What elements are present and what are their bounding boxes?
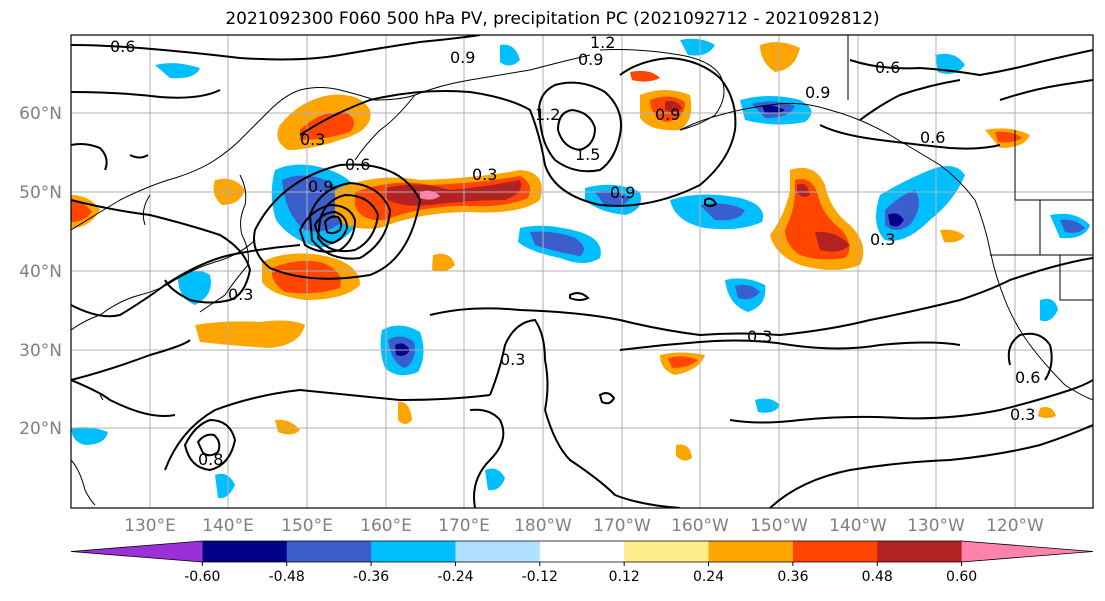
lon-label: 170°W bbox=[593, 516, 651, 536]
colorbar-label: 0.60 bbox=[946, 569, 977, 585]
colorbar-label: 0.12 bbox=[609, 569, 640, 585]
colorbar-label: -0.36 bbox=[353, 569, 389, 585]
contour-label: 1.2 bbox=[590, 33, 615, 52]
lat-label: 30°N bbox=[19, 341, 62, 361]
contour-label: 0.6 bbox=[110, 37, 135, 56]
colorbar: -0.60 -0.48 -0.36 -0.24 -0.12 0.12 0.24 0.36 0.4… bbox=[70, 540, 1094, 585]
lon-label: 160°E bbox=[360, 516, 412, 536]
contour-label: 0.9 bbox=[308, 177, 333, 196]
latitude-labels: 60°N 50°N 40°N 30°N 20°N bbox=[19, 104, 62, 439]
colorbar-swatch bbox=[624, 541, 710, 562]
colorbar-extend-min bbox=[71, 541, 203, 562]
contour-label: 0.3 bbox=[500, 350, 525, 369]
lat-label: 40°N bbox=[19, 262, 62, 282]
lat-label: 20°N bbox=[19, 419, 62, 439]
contour-label: 0.3 bbox=[747, 327, 772, 346]
longitude-labels: 130°E 140°E 150°E 160°E 170°E 180°W 170°… bbox=[124, 516, 1044, 536]
lon-label: 150°W bbox=[750, 516, 808, 536]
contour-label: 0.9 bbox=[805, 83, 830, 102]
contour-label: 0.6 bbox=[875, 58, 900, 77]
colorbar-extend-max bbox=[961, 541, 1093, 562]
contour-label: 1.5 bbox=[575, 145, 600, 164]
contour-label: 0.6 bbox=[1015, 368, 1040, 387]
contour-label: 0.3 bbox=[870, 230, 895, 249]
contour-label: 0.3 bbox=[472, 165, 497, 184]
lon-label: 150°E bbox=[281, 516, 333, 536]
lon-label: 160°W bbox=[671, 516, 729, 536]
contour-label: 0.3 bbox=[228, 285, 253, 304]
contour-label: 0.6 bbox=[920, 128, 945, 147]
contour-label: 0.9 bbox=[610, 183, 635, 202]
colorbar-swatch bbox=[792, 541, 878, 562]
colorbar-label: 0.36 bbox=[777, 569, 808, 585]
lon-label: 180°W bbox=[514, 516, 572, 536]
colorbar-swatch bbox=[371, 541, 456, 562]
colorbar-swatch bbox=[286, 541, 372, 562]
contour-label: 0.9 bbox=[578, 50, 603, 69]
lon-label: 140°E bbox=[202, 516, 254, 536]
colorbar-label: -0.24 bbox=[437, 569, 473, 585]
colorbar-label: -0.12 bbox=[522, 569, 558, 585]
colorbar-label: -0.60 bbox=[184, 569, 220, 585]
contour-labels: 0.6 0.9 1.2 0.9 0.9 0.6 0.9 0.6 0.3 1.2 … bbox=[110, 33, 1040, 469]
contour-label: 0.3 bbox=[1010, 405, 1035, 424]
contour-label: 0.3 bbox=[300, 130, 325, 149]
lon-label: 140°W bbox=[829, 516, 887, 536]
colorbar-swatch bbox=[202, 541, 288, 562]
contour-label: 0.6 bbox=[345, 155, 370, 174]
colorbar-swatch bbox=[708, 541, 794, 562]
contour-label: 0.9 bbox=[450, 48, 475, 67]
colorbar-label: 0.24 bbox=[693, 569, 724, 585]
map-frame bbox=[70, 34, 1094, 509]
lon-label: 170°E bbox=[438, 516, 490, 536]
map-title: 2021092300 F060 500 hPa PV, precipitatio… bbox=[225, 9, 880, 29]
colorbar-swatch bbox=[539, 541, 625, 562]
lat-label: 60°N bbox=[19, 104, 62, 124]
contour-label: 0.8 bbox=[198, 450, 223, 469]
contour-label: 0.9 bbox=[655, 105, 680, 124]
colorbar-swatch bbox=[877, 541, 963, 562]
colorbar-swatch bbox=[455, 541, 541, 562]
lon-label: 130°E bbox=[124, 516, 176, 536]
lat-label: 50°N bbox=[19, 183, 62, 203]
precip-positive-area bbox=[195, 320, 305, 348]
lon-label: 130°W bbox=[907, 516, 965, 536]
colorbar-label: 0.48 bbox=[862, 569, 893, 585]
contour-label: 1.2 bbox=[535, 105, 560, 124]
colorbar-label: -0.48 bbox=[269, 569, 305, 585]
lon-label: 120°W bbox=[986, 516, 1044, 536]
pv-contours bbox=[71, 35, 1093, 508]
